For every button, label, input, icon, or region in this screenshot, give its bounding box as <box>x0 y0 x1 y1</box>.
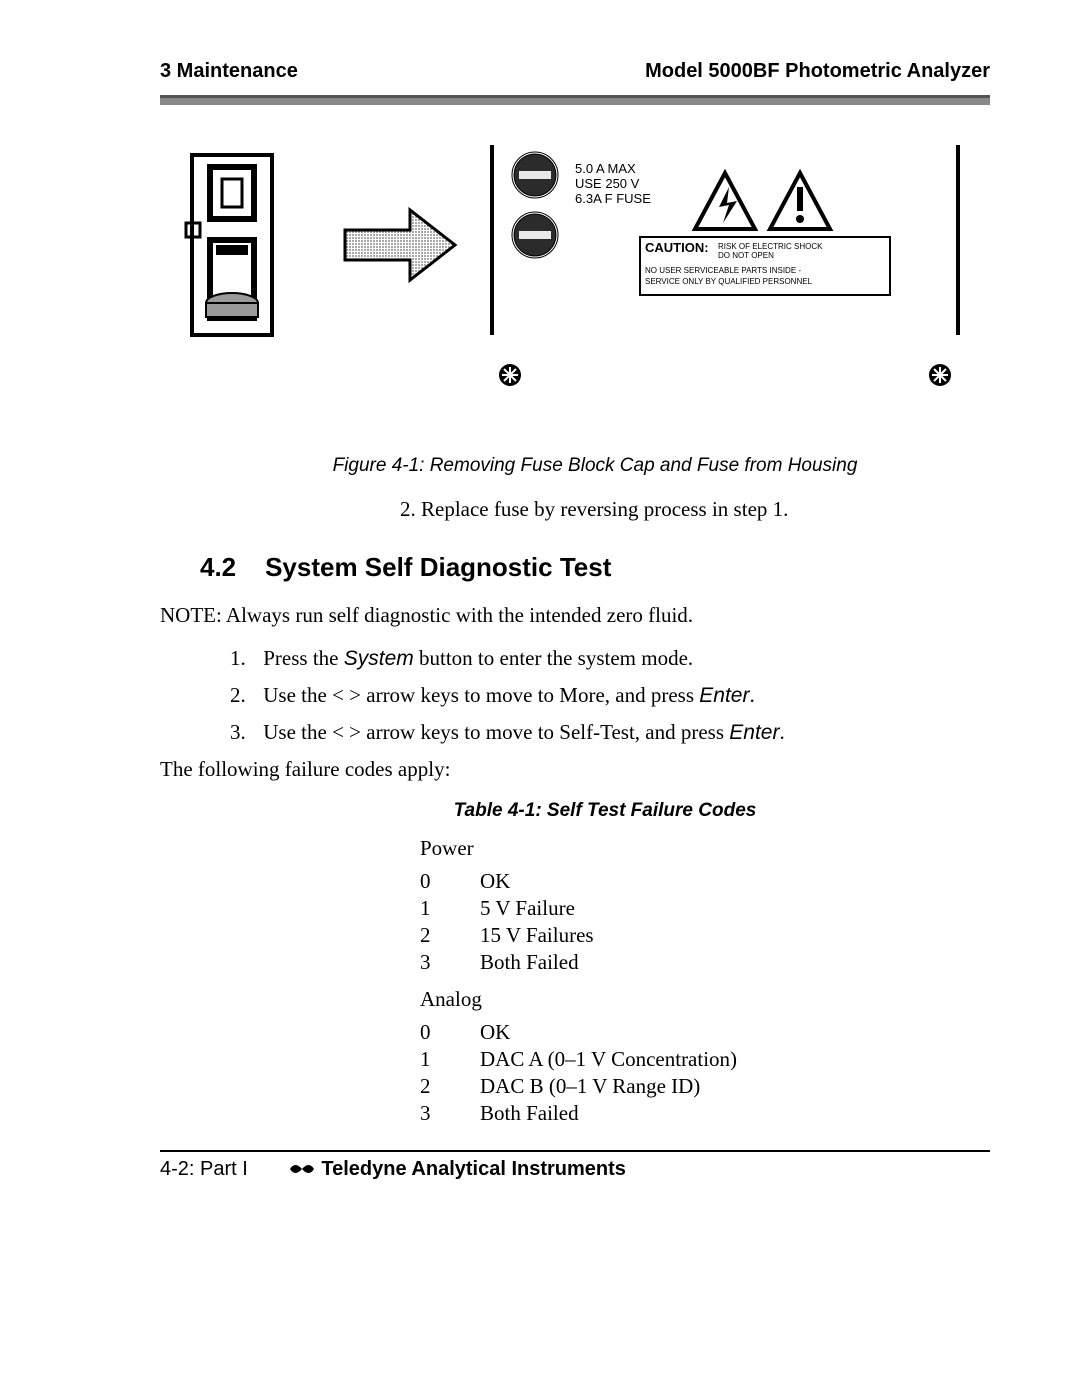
screw-icon <box>499 364 521 386</box>
note-line: NOTE: Always run self diagnostic with th… <box>160 603 990 628</box>
panel-text-l2: USE 250 V <box>575 176 640 191</box>
warning-triangle-icon <box>770 173 830 229</box>
header-left: 3 Maintenance <box>160 60 298 83</box>
table-row: 0OK <box>420 869 990 894</box>
desc: Both Failed <box>480 1101 579 1126</box>
table-row: 215 V Failures <box>420 923 990 948</box>
step-3-italic: Enter <box>729 721 779 744</box>
step-1-num: 1. <box>230 646 258 671</box>
section-number: 4.2 <box>200 552 236 582</box>
figure-4-1: 5.0 A MAX USE 250 V 6.3A F FUSE CAUTION:… <box>180 145 990 425</box>
step-2-post: . <box>749 683 754 707</box>
desc: Both Failed <box>480 950 579 975</box>
page-number: 4-2: Part I <box>160 1158 248 1181</box>
code: 3 <box>420 1101 480 1126</box>
desc: DAC B (0–1 V Range ID) <box>480 1074 700 1099</box>
table-caption: Table 4-1: Self Test Failure Codes <box>220 800 990 822</box>
figure-caption: Figure 4-1: Removing Fuse Block Cap and … <box>200 455 990 477</box>
step-2-num: 2. <box>230 683 258 708</box>
code: 0 <box>420 869 480 894</box>
caution-l3: NO USER SERVICEABLE PARTS INSIDE - <box>645 266 801 275</box>
group-power-label: Power <box>420 836 990 861</box>
caution-l4: SERVICE ONLY BY QUALIFIED PERSONNEL <box>645 277 813 286</box>
teledyne-logo-icon <box>288 1161 316 1177</box>
step-3: 3. Use the < > arrow keys to move to Sel… <box>230 720 990 745</box>
page-footer: 4-2: Part I Teledyne Analytical Instrume… <box>160 1150 990 1181</box>
fuse-block-drawing <box>180 145 310 355</box>
header-rule <box>160 95 990 105</box>
footer-brand: Teledyne Analytical Instruments <box>288 1158 626 1181</box>
group-analog-label: Analog <box>420 987 990 1012</box>
caution-l1: RISK OF ELECTRIC SHOCK <box>718 242 823 251</box>
panel-text-l1: 5.0 A MAX <box>575 161 636 176</box>
step-1-pre: Press the <box>263 646 344 670</box>
caution-l2: DO NOT OPEN <box>718 251 774 260</box>
table-row: 3Both Failed <box>420 950 990 975</box>
step-3-post: . <box>779 720 784 744</box>
step-2-italic: Enter <box>699 684 749 707</box>
desc: DAC A (0–1 V Concentration) <box>480 1047 737 1072</box>
code: 1 <box>420 1047 480 1072</box>
step-3-pre: Use the < > arrow keys to move to Self-T… <box>263 720 729 744</box>
code: 2 <box>420 1074 480 1099</box>
step-1: 1. Press the System button to enter the … <box>230 646 990 671</box>
header-right: Model 5000BF Photometric Analyzer <box>645 60 990 83</box>
step-replace-fuse: 2. Replace fuse by reversing process in … <box>400 497 990 522</box>
caution-word: CAUTION: <box>645 240 709 255</box>
table-row: 0OK <box>420 1020 990 1045</box>
desc: OK <box>480 869 510 894</box>
rear-panel-drawing: 5.0 A MAX USE 250 V 6.3A F FUSE CAUTION:… <box>490 145 960 425</box>
page-header: 3 Maintenance Model 5000BF Photometric A… <box>160 60 990 83</box>
section-heading: 4.2 System Self Diagnostic Test <box>200 552 990 583</box>
step-1-post: button to enter the system mode. <box>414 646 693 670</box>
desc: 15 V Failures <box>480 923 594 948</box>
step-1-italic: System <box>344 647 414 670</box>
apply-line: The following failure codes apply: <box>160 757 990 782</box>
step-2-pre: Use the < > arrow keys to move to More, … <box>263 683 699 707</box>
failure-codes-block: Power 0OK 15 V Failure 215 V Failures 3B… <box>420 836 990 1126</box>
code: 3 <box>420 950 480 975</box>
screw-icon <box>929 364 951 386</box>
footer-brand-text: Teledyne Analytical Instruments <box>321 1158 626 1180</box>
table-row: 3Both Failed <box>420 1101 990 1126</box>
code: 0 <box>420 1020 480 1045</box>
desc: 5 V Failure <box>480 896 575 921</box>
shock-triangle-icon <box>695 173 755 229</box>
table-row: 1DAC A (0–1 V Concentration) <box>420 1047 990 1072</box>
step-2: 2. Use the < > arrow keys to move to Mor… <box>230 683 990 708</box>
section-title: System Self Diagnostic Test <box>265 552 611 582</box>
table-row: 2DAC B (0–1 V Range ID) <box>420 1074 990 1099</box>
step-3-num: 3. <box>230 720 258 745</box>
arrow-icon <box>340 195 460 295</box>
code: 1 <box>420 896 480 921</box>
table-row: 15 V Failure <box>420 896 990 921</box>
code: 2 <box>420 923 480 948</box>
desc: OK <box>480 1020 510 1045</box>
panel-text-l3: 6.3A F FUSE <box>575 191 651 206</box>
